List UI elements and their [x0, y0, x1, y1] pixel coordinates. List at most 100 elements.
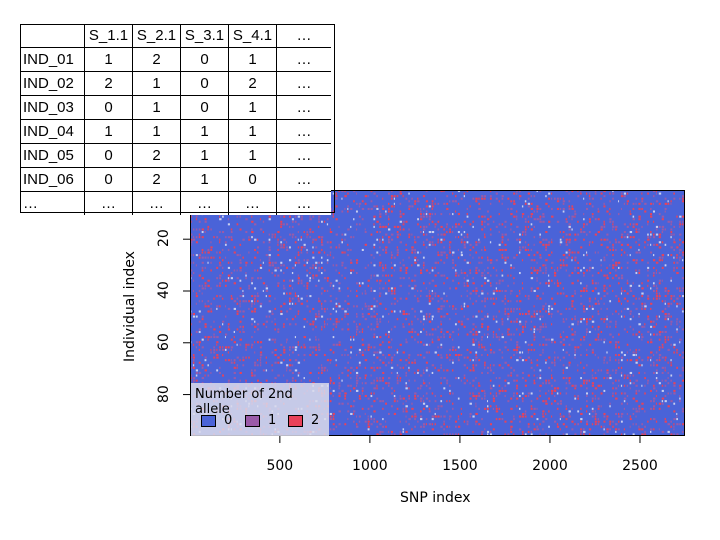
heatmap-cell	[568, 225, 571, 228]
heatmap-cell	[370, 382, 373, 385]
heatmap-cell	[297, 295, 299, 298]
heatmap-cell	[606, 418, 608, 421]
heatmap-cell	[495, 259, 498, 262]
heatmap-cell	[195, 346, 198, 349]
heatmap-cell	[259, 359, 262, 362]
heatmap-cell	[460, 225, 463, 228]
heatmap-cell	[652, 272, 655, 275]
heatmap-cell	[679, 320, 681, 323]
heatmap-cell	[609, 356, 611, 359]
heatmap-cell	[498, 389, 501, 392]
heatmap-cell	[682, 287, 685, 290]
heatmap-cell	[539, 433, 541, 436]
heatmap-cell	[647, 318, 650, 321]
heatmap-cell	[553, 272, 557, 275]
heatmap-cell	[388, 215, 390, 218]
heatmap-cell	[524, 246, 527, 249]
heatmap-cell	[533, 310, 536, 313]
heatmap-cell	[425, 397, 429, 400]
heatmap-cell	[440, 356, 443, 359]
heatmap-cell	[571, 323, 574, 326]
heatmap-cell	[615, 295, 618, 298]
heatmap-cell	[597, 292, 600, 295]
heatmap-cell	[475, 333, 478, 336]
heatmap-cell	[559, 336, 562, 339]
heatmap-cell	[632, 374, 635, 377]
heatmap-cell	[492, 289, 496, 292]
heatmap-cell	[207, 338, 209, 341]
heatmap-cell	[588, 297, 591, 300]
heatmap-cell	[350, 412, 353, 415]
heatmap-cell	[449, 213, 451, 216]
heatmap-cell	[259, 228, 263, 231]
heatmap-cell	[248, 284, 251, 287]
heatmap-cell	[632, 282, 634, 285]
heatmap-cell	[271, 351, 274, 354]
heatmap-cell	[670, 277, 672, 280]
heatmap-cell	[597, 210, 600, 213]
heatmap-cell	[632, 295, 635, 298]
heatmap-cell	[367, 420, 370, 423]
heatmap-cell	[658, 295, 661, 298]
heatmap-cell	[603, 256, 606, 259]
heatmap-cell	[457, 256, 460, 259]
heatmap-cell	[466, 333, 469, 336]
heatmap-cell	[233, 366, 236, 369]
heatmap-cell	[408, 207, 411, 210]
heatmap-cell	[510, 320, 513, 323]
heatmap-cell	[568, 200, 571, 203]
heatmap-cell	[239, 243, 242, 246]
heatmap-cell	[580, 420, 582, 423]
heatmap-cell	[542, 420, 545, 423]
heatmap-cell	[443, 336, 445, 339]
heatmap-cell	[568, 354, 570, 357]
heatmap-cell	[321, 243, 324, 246]
heatmap-cell	[580, 269, 582, 272]
heatmap-cell	[510, 420, 513, 423]
heatmap-cell	[489, 195, 492, 198]
heatmap-cell	[588, 343, 592, 346]
table-cell: 2	[84, 71, 133, 96]
heatmap-cell	[323, 277, 327, 280]
heatmap-cell	[344, 238, 346, 241]
heatmap-cell	[586, 400, 588, 403]
heatmap-cell	[495, 192, 498, 195]
heatmap-cell	[452, 200, 455, 203]
heatmap-cell	[323, 269, 326, 272]
heatmap-cell	[318, 313, 320, 316]
heatmap-cell	[341, 318, 343, 321]
heatmap-cell	[652, 397, 656, 400]
heatmap-cell	[530, 433, 533, 436]
heatmap-cell	[341, 328, 344, 331]
heatmap-cell	[446, 354, 448, 357]
heatmap-cell	[216, 369, 219, 372]
heatmap-cell	[399, 241, 403, 244]
heatmap-cell	[623, 384, 626, 387]
heatmap-cell	[399, 379, 401, 382]
heatmap-cell	[539, 315, 542, 318]
heatmap-cell	[192, 313, 196, 316]
heatmap-cell	[446, 382, 448, 385]
heatmap-cell	[408, 233, 411, 236]
heatmap-cell	[504, 297, 507, 300]
heatmap-cell	[650, 202, 653, 205]
heatmap-cell	[673, 389, 676, 392]
heatmap-cell	[539, 241, 542, 244]
heatmap-cell	[463, 195, 465, 198]
heatmap-cell	[638, 428, 641, 431]
heatmap-cell	[341, 210, 344, 213]
heatmap-cell	[489, 297, 493, 300]
heatmap-cell	[626, 374, 629, 377]
heatmap-cell	[251, 228, 253, 231]
heatmap-cell	[297, 341, 299, 344]
heatmap-cell	[516, 307, 518, 310]
heatmap-cell	[294, 302, 297, 305]
heatmap-cell	[620, 254, 623, 257]
heatmap-cell	[262, 261, 264, 264]
heatmap-cell	[504, 243, 507, 246]
heatmap-cell	[682, 423, 684, 426]
heatmap-cell	[618, 346, 620, 349]
heatmap-cell	[586, 318, 588, 321]
heatmap-cell	[588, 202, 592, 205]
heatmap-cell	[553, 400, 557, 403]
